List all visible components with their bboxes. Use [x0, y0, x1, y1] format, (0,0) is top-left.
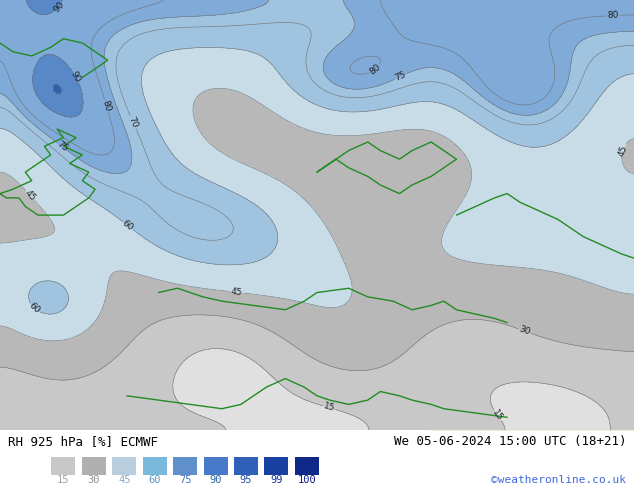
Text: 90: 90 [51, 0, 66, 14]
Text: 75: 75 [394, 70, 408, 83]
Text: 30: 30 [87, 475, 100, 485]
Text: 30: 30 [517, 325, 531, 337]
Bar [234, 457, 258, 475]
Bar [264, 457, 288, 475]
Text: 15: 15 [57, 475, 70, 485]
Text: 60: 60 [148, 475, 161, 485]
Text: 75: 75 [179, 475, 191, 485]
Text: 60: 60 [120, 219, 135, 233]
Text: 45: 45 [617, 144, 629, 157]
Text: 75: 75 [55, 139, 69, 153]
Text: 90: 90 [68, 69, 82, 84]
Text: 60: 60 [27, 301, 42, 316]
Text: 80: 80 [101, 99, 112, 113]
Bar [295, 457, 319, 475]
Bar [112, 457, 136, 475]
Bar [51, 457, 75, 475]
Text: 90: 90 [209, 475, 222, 485]
Bar [204, 457, 228, 475]
Text: 80: 80 [607, 11, 619, 21]
Text: 80: 80 [368, 62, 383, 76]
Text: RH 925 hPa [%] ECMWF: RH 925 hPa [%] ECMWF [8, 435, 158, 448]
Text: 15: 15 [322, 402, 335, 414]
Text: 95: 95 [240, 475, 252, 485]
Text: 45: 45 [23, 188, 37, 203]
Text: 15: 15 [491, 408, 505, 423]
Text: 70: 70 [127, 115, 139, 129]
Text: 99: 99 [270, 475, 283, 485]
Text: 45: 45 [231, 287, 243, 297]
Text: We 05-06-2024 15:00 UTC (18+21): We 05-06-2024 15:00 UTC (18+21) [394, 435, 626, 448]
Text: ©weatheronline.co.uk: ©weatheronline.co.uk [491, 475, 626, 485]
Bar [143, 457, 167, 475]
Text: 100: 100 [297, 475, 316, 485]
Bar [173, 457, 197, 475]
Bar [82, 457, 106, 475]
Text: 45: 45 [118, 475, 131, 485]
